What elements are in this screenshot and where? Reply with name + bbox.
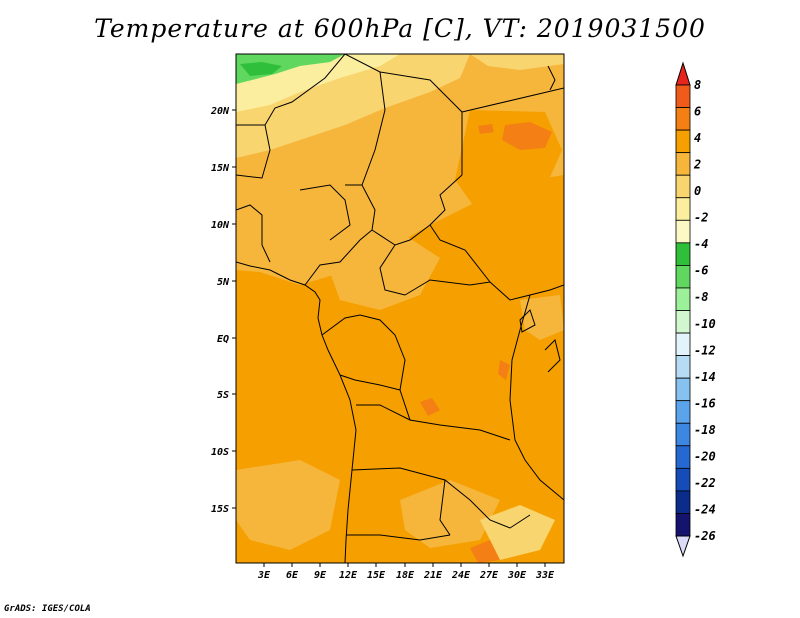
colorbar-swatch (675, 332, 691, 356)
colorbar-swatch (675, 445, 691, 469)
colorbar-label: 2 (693, 158, 701, 172)
lon-label: 21E (423, 570, 443, 581)
colorbar-swatch (675, 422, 691, 447)
colorbar-swatch (675, 287, 691, 311)
colorbar-swatch (675, 107, 691, 131)
lon-label: 33E (535, 570, 555, 581)
colorbar-arrow-top (675, 61, 691, 86)
lat-label: 5S (217, 390, 229, 401)
colorbar-label: -8 (694, 290, 708, 304)
colorbar-label: 0 (694, 184, 701, 198)
colorbar-swatch (675, 197, 691, 221)
lat-label: 5N (217, 277, 230, 288)
colorbar: 8 6 4 2 0 -2 -4 -6 -8 -10 -12 -14 -16 -18 -20 -22 -24 -26 (675, 61, 716, 558)
chart-title: Temperature at 600hPa [C], VT: 201903150… (94, 14, 706, 43)
colorbar-swatch (675, 264, 691, 289)
colorbar-label: -10 (694, 317, 716, 331)
lat-ticks (232, 109, 236, 509)
lat-label: 15S (211, 504, 229, 515)
colorbar-label: 8 (694, 78, 701, 92)
colorbar-label: -4 (694, 237, 708, 251)
colorbar-label: -12 (694, 343, 716, 357)
temperature-field (236, 54, 564, 563)
colorbar-label: -20 (694, 449, 716, 463)
lon-label: 15E (367, 570, 386, 581)
colorbar-swatch (675, 490, 691, 514)
colorbar-swatch (675, 242, 691, 266)
lon-label: 12E (339, 570, 358, 581)
lon-label: 24E (451, 570, 471, 581)
lon-label: 30E (507, 570, 527, 581)
colorbar-label: -22 (694, 476, 716, 490)
lon-label: 9E (314, 570, 327, 581)
colorbar-label: -14 (694, 370, 716, 384)
colorbar-swatch (675, 219, 691, 244)
lat-label: 15N (211, 163, 230, 174)
country-borders (236, 54, 564, 563)
lat-label: 10N (211, 220, 230, 231)
colorbar-label: -16 (694, 396, 716, 410)
colorbar-label: -18 (694, 423, 716, 437)
colorbar-label: -26 (694, 529, 716, 543)
colorbar-swatch (675, 129, 691, 154)
lon-ticks (263, 563, 546, 567)
grads-credit: GrADS: IGES/COLA (4, 604, 91, 614)
colorbar-swatch (675, 152, 691, 176)
colorbar-swatch (675, 513, 691, 537)
colorbar-swatch (675, 355, 691, 379)
lat-label: 10S (211, 447, 229, 458)
map-frame (235, 53, 565, 564)
colorbar-label: 6 (694, 105, 701, 119)
colorbar-arrow-bottom (675, 535, 691, 558)
lat-label: 20N (210, 106, 230, 117)
colorbar-swatch (675, 377, 691, 402)
colorbar-swatch (675, 400, 691, 424)
colorbar-label: -6 (694, 264, 708, 278)
lat-label: EQ (217, 334, 229, 345)
colorbar-swatch (675, 174, 691, 199)
lon-label: 6E (286, 570, 299, 581)
colorbar-label: 4 (694, 131, 701, 145)
colorbar-label: -2 (694, 211, 708, 225)
lon-label: 27E (479, 570, 499, 581)
lon-label: 18E (396, 570, 415, 581)
colorbar-swatch (675, 84, 691, 108)
colorbar-swatch (675, 467, 691, 492)
lon-label: 3E (257, 570, 271, 581)
colorbar-label: -24 (694, 502, 716, 516)
colorbar-swatch (675, 310, 691, 334)
